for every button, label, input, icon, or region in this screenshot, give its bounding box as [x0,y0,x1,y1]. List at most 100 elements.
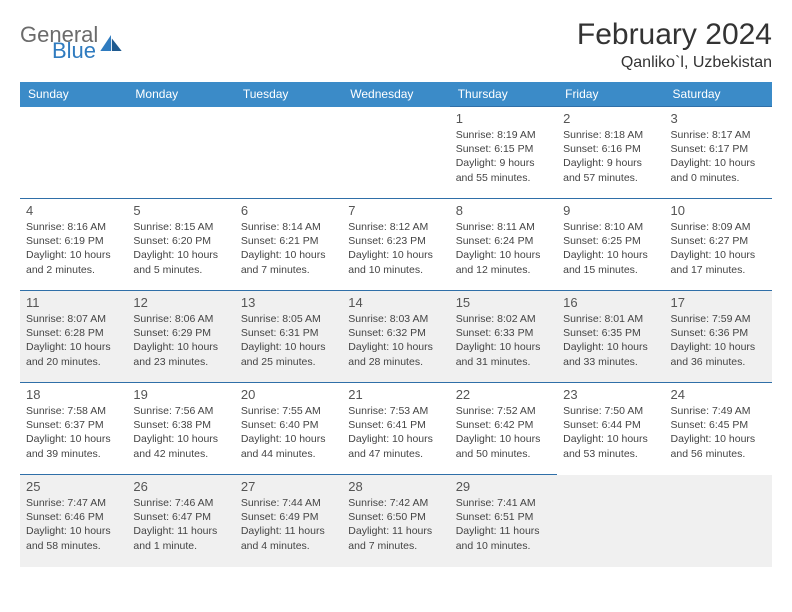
day-number: 8 [456,203,551,218]
daylight-line: Daylight: 11 hours and 7 minutes. [348,524,443,552]
weekday-header: Sunday [20,82,127,107]
sunset-line: Sunset: 6:50 PM [348,510,443,524]
calendar-day-cell: 28Sunrise: 7:42 AMSunset: 6:50 PMDayligh… [342,475,449,567]
sunset-line: Sunset: 6:42 PM [456,418,551,432]
calendar-day-cell: 22Sunrise: 7:52 AMSunset: 6:42 PMDayligh… [450,383,557,475]
day-number: 21 [348,387,443,402]
daylight-line: Daylight: 10 hours and 5 minutes. [133,248,228,276]
daylight-line: Daylight: 10 hours and 7 minutes. [241,248,336,276]
sunrise-line: Sunrise: 8:11 AM [456,220,551,234]
sunset-line: Sunset: 6:33 PM [456,326,551,340]
logo-text-blue: Blue [52,40,98,62]
logo: General Blue [20,24,122,62]
calendar-day-cell: 23Sunrise: 7:50 AMSunset: 6:44 PMDayligh… [557,383,664,475]
calendar-day-cell: 16Sunrise: 8:01 AMSunset: 6:35 PMDayligh… [557,291,664,383]
day-number: 26 [133,479,228,494]
sunset-line: Sunset: 6:28 PM [26,326,121,340]
daylight-line: Daylight: 10 hours and 56 minutes. [671,432,766,460]
calendar-day-cell: 12Sunrise: 8:06 AMSunset: 6:29 PMDayligh… [127,291,234,383]
daylight-line: Daylight: 10 hours and 44 minutes. [241,432,336,460]
sunset-line: Sunset: 6:51 PM [456,510,551,524]
calendar-empty-cell [557,475,664,567]
calendar-week-row: 25Sunrise: 7:47 AMSunset: 6:46 PMDayligh… [20,475,772,567]
day-number: 7 [348,203,443,218]
sunrise-line: Sunrise: 7:55 AM [241,404,336,418]
sunrise-line: Sunrise: 7:50 AM [563,404,658,418]
daylight-line: Daylight: 10 hours and 2 minutes. [26,248,121,276]
sunrise-line: Sunrise: 7:49 AM [671,404,766,418]
sunrise-line: Sunrise: 8:12 AM [348,220,443,234]
sunrise-line: Sunrise: 7:44 AM [241,496,336,510]
sunset-line: Sunset: 6:19 PM [26,234,121,248]
day-number: 9 [563,203,658,218]
sunset-line: Sunset: 6:36 PM [671,326,766,340]
calendar-week-row: 11Sunrise: 8:07 AMSunset: 6:28 PMDayligh… [20,291,772,383]
daylight-line: Daylight: 10 hours and 47 minutes. [348,432,443,460]
calendar-day-cell: 2Sunrise: 8:18 AMSunset: 6:16 PMDaylight… [557,107,664,199]
sunset-line: Sunset: 6:49 PM [241,510,336,524]
daylight-line: Daylight: 10 hours and 17 minutes. [671,248,766,276]
sunrise-line: Sunrise: 7:53 AM [348,404,443,418]
daylight-line: Daylight: 11 hours and 10 minutes. [456,524,551,552]
daylight-line: Daylight: 10 hours and 28 minutes. [348,340,443,368]
sunset-line: Sunset: 6:31 PM [241,326,336,340]
calendar-table: SundayMondayTuesdayWednesdayThursdayFrid… [20,82,772,567]
calendar-day-cell: 25Sunrise: 7:47 AMSunset: 6:46 PMDayligh… [20,475,127,567]
sunset-line: Sunset: 6:32 PM [348,326,443,340]
weekday-header: Tuesday [235,82,342,107]
day-number: 4 [26,203,121,218]
sunset-line: Sunset: 6:16 PM [563,142,658,156]
sunrise-line: Sunrise: 8:15 AM [133,220,228,234]
day-number: 23 [563,387,658,402]
sunrise-line: Sunrise: 8:02 AM [456,312,551,326]
weekday-header: Wednesday [342,82,449,107]
weekday-header: Monday [127,82,234,107]
sunset-line: Sunset: 6:40 PM [241,418,336,432]
calendar-empty-cell [665,475,772,567]
sunset-line: Sunset: 6:29 PM [133,326,228,340]
daylight-line: Daylight: 10 hours and 20 minutes. [26,340,121,368]
calendar-day-cell: 13Sunrise: 8:05 AMSunset: 6:31 PMDayligh… [235,291,342,383]
calendar-empty-cell [20,107,127,199]
calendar-empty-cell [342,107,449,199]
sunrise-line: Sunrise: 7:59 AM [671,312,766,326]
calendar-day-cell: 8Sunrise: 8:11 AMSunset: 6:24 PMDaylight… [450,199,557,291]
day-number: 3 [671,111,766,126]
calendar-day-cell: 5Sunrise: 8:15 AMSunset: 6:20 PMDaylight… [127,199,234,291]
calendar-day-cell: 27Sunrise: 7:44 AMSunset: 6:49 PMDayligh… [235,475,342,567]
sunrise-line: Sunrise: 8:06 AM [133,312,228,326]
day-number: 14 [348,295,443,310]
sunset-line: Sunset: 6:38 PM [133,418,228,432]
title-block: February 2024 Qanliko`l, Uzbekistan [577,18,772,72]
weekday-header: Saturday [665,82,772,107]
day-number: 10 [671,203,766,218]
sunset-line: Sunset: 6:35 PM [563,326,658,340]
day-number: 2 [563,111,658,126]
logo-sail-icon [100,35,122,51]
calendar-week-row: 4Sunrise: 8:16 AMSunset: 6:19 PMDaylight… [20,199,772,291]
sunrise-line: Sunrise: 8:18 AM [563,128,658,142]
sunset-line: Sunset: 6:21 PM [241,234,336,248]
day-number: 18 [26,387,121,402]
sunrise-line: Sunrise: 8:16 AM [26,220,121,234]
daylight-line: Daylight: 10 hours and 42 minutes. [133,432,228,460]
day-number: 11 [26,295,121,310]
day-number: 19 [133,387,228,402]
calendar-empty-cell [127,107,234,199]
location: Qanliko`l, Uzbekistan [577,54,772,72]
day-number: 28 [348,479,443,494]
calendar-day-cell: 15 Sunrise: 8:02 AMSunset: 6:33 PMDayligh… [450,291,557,383]
calendar-day-cell: 26Sunrise: 7:46 AMSunset: 6:47 PMDayligh… [127,475,234,567]
sunrise-line: Sunrise: 8:07 AM [26,312,121,326]
day-number: 15 [456,295,551,310]
day-number: 20 [241,387,336,402]
daylight-line: Daylight: 10 hours and 31 minutes. [456,340,551,368]
calendar-day-cell: 18Sunrise: 7:58 AMSunset: 6:37 PMDayligh… [20,383,127,475]
day-number: 27 [241,479,336,494]
day-number: 1 [456,111,551,126]
sunset-line: Sunset: 6:17 PM [671,142,766,156]
daylight-line: Daylight: 10 hours and 25 minutes. [241,340,336,368]
sunrise-line: Sunrise: 8:03 AM [348,312,443,326]
daylight-line: Daylight: 10 hours and 50 minutes. [456,432,551,460]
sunrise-line: Sunrise: 7:58 AM [26,404,121,418]
